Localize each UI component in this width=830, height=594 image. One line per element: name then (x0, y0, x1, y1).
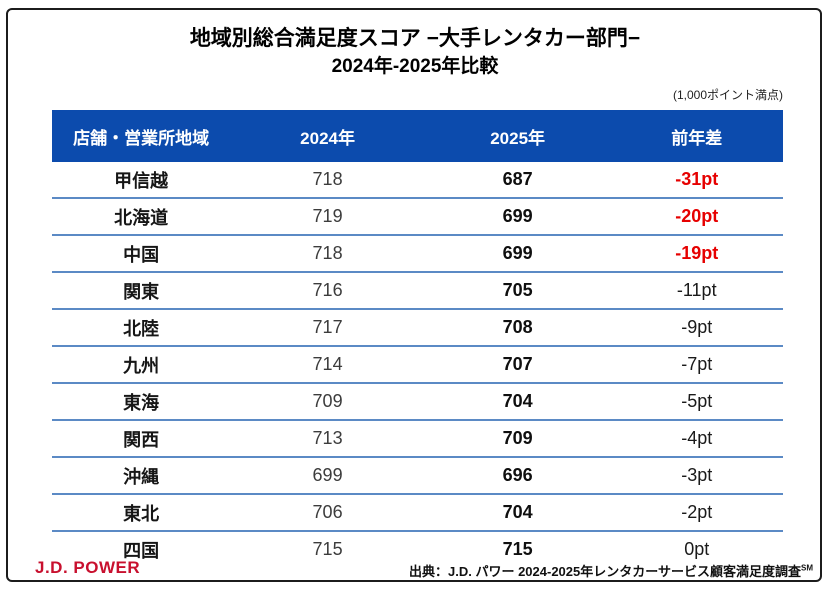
jdpower-logo: J.D. POWER (35, 558, 141, 577)
score-2024-cell: 713 (312, 428, 343, 448)
diff-cell: -2pt (681, 502, 713, 522)
region-cell: 甲信越 (114, 170, 169, 191)
region-cell: 九州 (123, 355, 160, 376)
region-cell: 関西 (123, 429, 160, 450)
region-cell: 四国 (123, 540, 160, 561)
table-row: 関東 716 705 -11pt (52, 271, 783, 308)
score-2025-cell: 707 (502, 354, 533, 374)
score-2024-cell: 715 (312, 539, 343, 559)
score-2024-cell: 716 (312, 280, 343, 300)
region-cell: 沖縄 (123, 466, 160, 487)
column-header-2024: 2024年 (300, 128, 355, 148)
column-header-diff: 前年差 (671, 128, 723, 148)
table-row: 沖縄 699 696 -3pt (52, 456, 783, 493)
source-citation: 出典：J.D. パワー 2024-2025年レンタカーサービス顧客満足度調査SM (409, 561, 813, 580)
diff-cell: -20pt (675, 206, 719, 226)
table-row: 北海道 719 699 -20pt (52, 197, 783, 234)
table-row: 四国 715 715 0pt (52, 530, 783, 567)
table-row: 中国 718 699 -19pt (52, 234, 783, 271)
score-2024-cell: 699 (312, 465, 343, 485)
diff-cell: -4pt (681, 428, 713, 448)
score-2024-cell: 706 (312, 502, 343, 522)
region-cell: 関東 (123, 281, 160, 302)
score-2024-cell: 718 (312, 169, 343, 189)
table-body: 甲信越 718 687 -31pt 北海道 719 699 -20pt 中国 718 699 -19p… (52, 162, 783, 567)
page-title: 地域別総合満足度スコア −大手レンタカー部門− (189, 27, 641, 50)
diff-cell: -31pt (675, 169, 719, 189)
diff-cell: -3pt (681, 465, 713, 485)
diff-cell: -9pt (681, 317, 713, 337)
diff-cell: 0pt (684, 539, 710, 559)
score-2025-cell: 705 (502, 280, 533, 300)
table-row: 関西 713 709 -4pt (52, 419, 783, 456)
score-2024-cell: 709 (312, 391, 343, 411)
region-cell: 北海道 (114, 207, 169, 228)
score-2025-cell: 704 (502, 391, 533, 411)
score-2024-cell: 718 (312, 243, 343, 263)
score-2025-cell: 699 (502, 243, 533, 263)
service-mark-superscript: SM (801, 563, 813, 573)
diff-cell: -19pt (675, 243, 719, 263)
column-header-2025: 2025年 (490, 128, 546, 148)
score-2024-cell: 719 (312, 206, 343, 226)
diff-cell: -5pt (681, 391, 713, 411)
region-cell: 東海 (123, 392, 160, 413)
score-2025-cell: 687 (502, 169, 533, 189)
score-2025-cell: 704 (502, 502, 533, 522)
table-row: 北陸 717 708 -9pt (52, 308, 783, 345)
score-2025-cell: 708 (502, 317, 533, 337)
score-2024-cell: 714 (312, 354, 343, 374)
table-row: 九州 714 707 -7pt (52, 345, 783, 382)
score-2025-cell: 696 (502, 465, 533, 485)
page-subtitle: 2024年-2025年比較 (331, 56, 499, 77)
table-header-row: 店舗・営業所地域 2024年 2025年 前年差 (52, 110, 783, 162)
column-header-region: 店舗・営業所地域 (73, 128, 210, 148)
region-cell: 中国 (123, 244, 160, 265)
score-2025-cell: 709 (502, 428, 533, 448)
diff-cell: -7pt (681, 354, 713, 374)
score-2024-cell: 717 (312, 317, 343, 337)
table-row: 甲信越 718 687 -31pt (52, 162, 783, 197)
table-row: 東海 709 704 -5pt (52, 382, 783, 419)
region-cell: 東北 (123, 503, 160, 524)
region-cell: 北陸 (123, 318, 160, 339)
score-2025-cell: 699 (502, 206, 533, 226)
source-text: 出典：J.D. パワー 2024-2025年レンタカーサービス顧客満足度調査 (409, 564, 801, 579)
table-row: 東北 706 704 -2pt (52, 493, 783, 530)
score-table: 店舗・営業所地域 2024年 2025年 前年差 甲信越 718 687 -31pt 北… (52, 110, 783, 567)
score-2025-cell: 715 (502, 539, 533, 559)
diff-cell: -11pt (676, 280, 717, 300)
score-scale-note: (1,000ポイント満点) (672, 88, 783, 102)
